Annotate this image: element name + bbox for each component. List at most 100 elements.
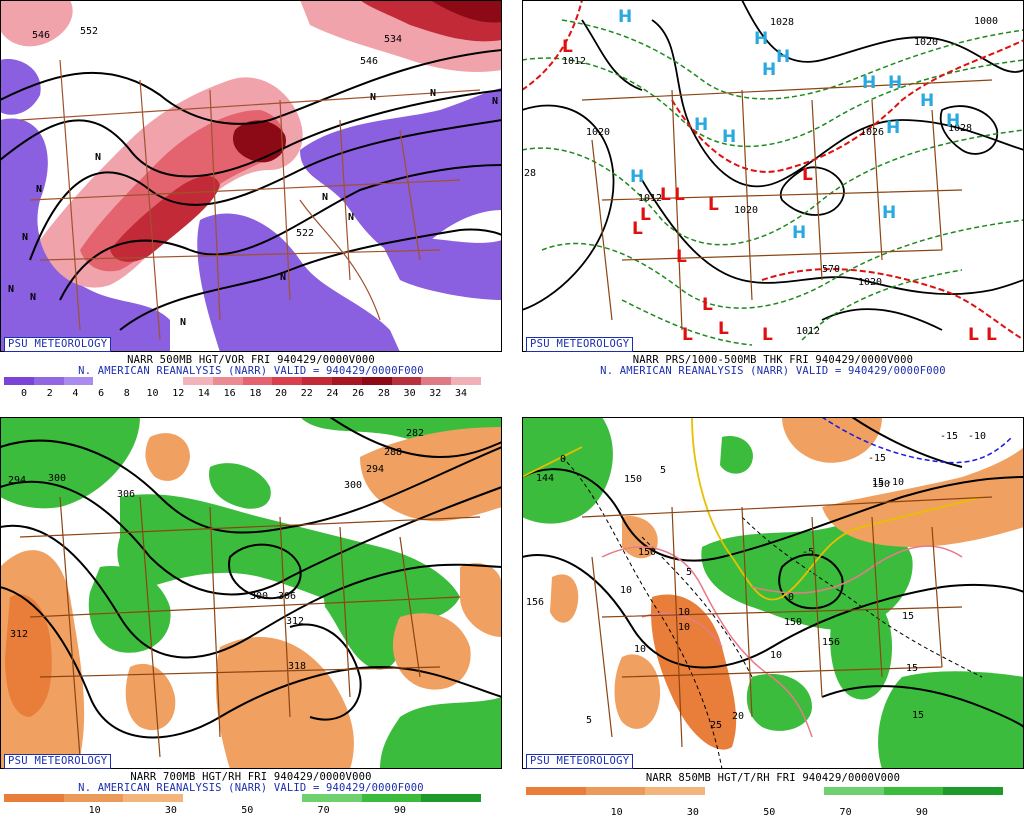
p3-contour-label: 294 [8, 475, 26, 486]
high-pressure-marker: H [762, 60, 776, 80]
p4-temp-label: -10 [886, 477, 904, 488]
high-pressure-marker: H [630, 167, 644, 187]
colorbar-swatch [182, 794, 243, 802]
colorbar [4, 377, 481, 385]
colorbar-swatch [704, 787, 765, 795]
panel-title-line2: N. AMERICAN REANALYSIS (NARR) VALID = 94… [600, 365, 946, 377]
colorbar-tick-label: 12 [172, 388, 185, 399]
colorbar-tick-label: 34 [454, 388, 468, 399]
colorbar-swatch [361, 794, 422, 802]
p3-contour-label: 312 [10, 629, 28, 640]
p1-contour-label: 522 [296, 228, 314, 239]
panel-850mb-temp-rh: 144 150 156 150 150 156 150 0 5 5 -5 0 1… [522, 417, 1024, 819]
colorbar-swatch [212, 377, 243, 385]
colorbar-swatch [361, 377, 392, 385]
colorbar-swatch [451, 377, 481, 385]
p3-contour-label: 306 [278, 591, 296, 602]
low-pressure-marker: L [660, 185, 671, 205]
psu-meteorology-label: PSU METEOROLOGY [526, 337, 634, 352]
p4-temp-label: 15 [906, 663, 918, 674]
p4-contour-label: 156 [526, 597, 544, 608]
p4-temp-label: 0 [560, 454, 566, 465]
p4-temp-label: 25 [710, 720, 722, 731]
p4-temp-label: 20 [732, 711, 744, 722]
p1-contour-label: 546 [360, 56, 378, 67]
high-pressure-marker: H [862, 73, 876, 93]
panel-title-line2: N. AMERICAN REANALYSIS (NARR) VALID = 94… [78, 782, 424, 794]
p1-marker: N [8, 284, 14, 295]
low-pressure-marker: L [682, 325, 693, 345]
panel-500mb-vorticity: 546 552 534 546 522 N N N N N N N N N N … [0, 0, 502, 402]
p1-marker: N [370, 92, 376, 103]
colorbar-tick-label: 16 [223, 388, 236, 399]
p4-contour-label: 150 [784, 617, 802, 628]
p2-contour-label: 1026 [860, 127, 884, 138]
p3-contour-labels: 294 300 306 282 288 294 300 312 300 306 … [8, 428, 424, 672]
p3-contour-label: 300 [344, 480, 362, 491]
colorbar [526, 787, 1003, 795]
colorbar-swatch [824, 787, 884, 795]
p1-contour-label: 552 [80, 26, 98, 37]
colorbar-tick-label: 50 [763, 807, 776, 818]
p4-temp-label: 10 [678, 607, 690, 618]
colorbar-swatch [421, 794, 481, 802]
p2-contour-label: 1012 [562, 56, 586, 67]
colorbar-swatch [33, 377, 64, 385]
low-pressure-marker: L [708, 195, 719, 215]
p2-contour-label: 1000 [974, 16, 998, 27]
high-pressure-marker: H [882, 203, 896, 223]
p4-temp-label: 5 [586, 715, 592, 726]
colorbar-swatch [4, 377, 34, 385]
p1-contour-label: 546 [32, 30, 50, 41]
high-pressure-marker: H [776, 47, 790, 67]
colorbar-tick-label: 22 [300, 388, 313, 399]
colorbar-swatch [182, 377, 213, 385]
panel-title-line1: NARR 700MB HGT/RH FRI 940429/0000V000 [130, 771, 372, 783]
map-pressure-thickness: 1028 1012 1020 1012 1020 1020 1012 1028 … [522, 0, 1024, 352]
p1-marker: N [430, 88, 436, 99]
high-pressure-marker: H [920, 91, 934, 111]
colorbar [4, 794, 481, 802]
high-pressure-marker: H [754, 29, 768, 49]
colorbar-tick-label: 28 [377, 388, 390, 399]
low-pressure-marker: L [718, 319, 729, 339]
colorbar-swatch [764, 787, 825, 795]
p4-temp-label: 15 [902, 611, 914, 622]
psu-meteorology-label: PSU METEOROLOGY [526, 754, 634, 769]
colorbar-tick-label: 90 [915, 807, 928, 818]
p4-temp-label: 10 [620, 585, 632, 596]
colorbar-swatch [883, 787, 944, 795]
colorbar-swatch [421, 377, 452, 385]
colorbar-swatch [943, 787, 1003, 795]
colorbar-tick-label: 20 [275, 388, 288, 399]
colorbar-swatch [63, 794, 124, 802]
colorbar-swatch [123, 794, 183, 802]
p3-contour-label: 288 [384, 447, 402, 458]
colorbar-ticks: 0 2 4 6 8 10 12 14 16 18 20 22 24 26 28 30 32 34 [4, 388, 481, 400]
p1-marker: N [36, 184, 42, 195]
panel-pressure-thickness: 1028 1012 1020 1012 1020 1020 1012 1028 … [522, 0, 1024, 402]
high-pressure-marker: H [618, 7, 632, 27]
panel-700mb-rh: 294 300 306 282 288 294 300 312 300 306 … [0, 417, 502, 819]
colorbar-swatch [391, 377, 422, 385]
p2-contour-label: 1028 [948, 123, 972, 134]
colorbar-ticks: 10 30 50 70 90 [526, 807, 1003, 819]
p4-contour-label: 150 [872, 479, 890, 490]
colorbar-swatch [63, 377, 94, 385]
colorbar-tick-label: 26 [352, 388, 365, 399]
colorbar-tick-label: 24 [326, 388, 339, 399]
psu-meteorology-label: PSU METEOROLOGY [4, 337, 112, 352]
high-pressure-marker: H [694, 115, 708, 135]
p1-marker: N [322, 192, 328, 203]
low-pressure-marker: L [986, 325, 997, 345]
low-pressure-marker: L [802, 165, 813, 185]
p3-contour-label: 318 [288, 661, 306, 672]
p3-contour-label: 312 [286, 616, 304, 627]
map-500mb-vorticity: 546 552 534 546 522 N N N N N N N N N N … [0, 0, 502, 352]
colorbar-swatch [153, 377, 183, 385]
p4-temp-label: 15 [872, 477, 884, 488]
colorbar-tick-label: 30 [403, 388, 416, 399]
colorbar-tick-label: 10 [146, 388, 159, 399]
p4-contour-labels: 144 150 156 150 150 156 150 [526, 473, 890, 648]
p4-temp-label: -15 [868, 453, 886, 464]
